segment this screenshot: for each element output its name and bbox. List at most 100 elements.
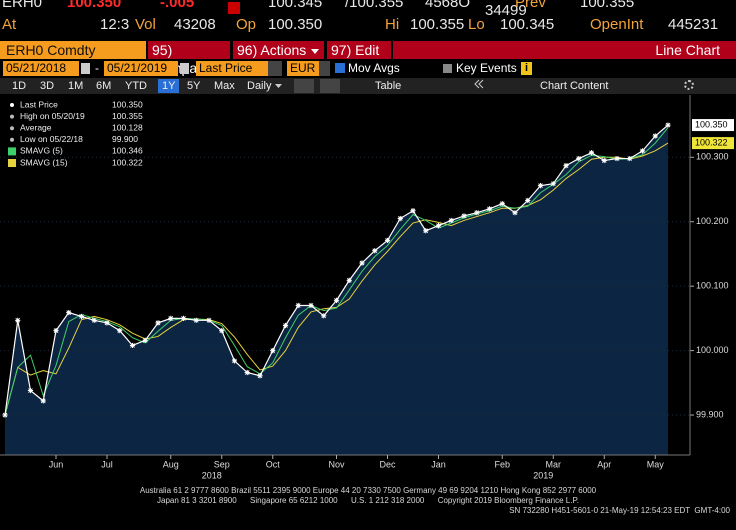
quote-item: 43208: [174, 16, 216, 33]
currency-select[interactable]: EUR: [287, 61, 319, 76]
label: 96) Actions: [237, 42, 307, 58]
price-marker: [512, 210, 518, 216]
price-marker: [104, 320, 110, 326]
price-marker: [372, 248, 378, 254]
price-marker: [423, 228, 429, 234]
x-tick-label: Sep: [214, 459, 230, 469]
chart-kind: Line Chart: [393, 41, 736, 59]
range-bar: [0, 78, 736, 94]
y-tick-label: 100.100: [696, 281, 729, 291]
x-tick-label: Jan: [431, 459, 446, 469]
legend-icon: [10, 126, 14, 131]
alert-icon[interactable]: [228, 2, 240, 14]
range-button[interactable]: 1Y: [158, 79, 180, 93]
price-marker: [117, 328, 123, 334]
legend-value: 99.900: [112, 134, 138, 144]
x-tick-label: Dec: [379, 459, 396, 469]
range-button[interactable]: Max: [214, 80, 235, 92]
price-marker: [270, 348, 276, 354]
dropdown-icon[interactable]: [319, 61, 330, 76]
quote-item: Prev: [515, 0, 546, 11]
price-marker: [91, 317, 97, 323]
price-marker: [53, 328, 59, 334]
quote-item: 34499: [485, 2, 527, 19]
range-button[interactable]: 1D: [12, 80, 27, 92]
price-marker: [614, 155, 620, 162]
range-button[interactable]: 1M: [68, 80, 84, 92]
quote-item: Hi: [385, 16, 400, 33]
settings-icon[interactable]: [684, 80, 694, 90]
price-marker: [588, 150, 595, 156]
legend-swatch: [8, 159, 16, 167]
x-group-label: 2018: [202, 470, 222, 480]
price-marker: [142, 337, 148, 343]
legend-label: Last Price: [20, 99, 58, 109]
end-label-box: [692, 137, 734, 150]
chart-content-button[interactable]: Chart Content: [540, 80, 609, 92]
legend-icon: [10, 114, 14, 119]
dropdown-icon[interactable]: [268, 61, 282, 76]
range-button[interactable]: YTD: [125, 80, 147, 92]
price-marker: [448, 217, 454, 224]
price-marker: [308, 302, 314, 309]
price-marker: [550, 181, 556, 187]
quote-item: 100.350: [67, 0, 122, 11]
collapse-icon[interactable]: [474, 79, 484, 92]
range-button[interactable]: 3D: [40, 80, 55, 92]
info-icon[interactable]: i: [521, 62, 532, 75]
price-area: [5, 125, 668, 456]
x-tick-label: May: [647, 459, 665, 469]
price-marker: [155, 320, 161, 326]
y-tick-label: 99.900: [696, 409, 724, 419]
price-marker: [219, 328, 225, 334]
chevrons: [474, 79, 484, 89]
y-tick-label: 100.300: [696, 152, 729, 162]
price-marker: [168, 315, 174, 321]
legend-label: Average: [20, 122, 52, 132]
label: Daily: [247, 80, 272, 92]
quote-item: 100.355: [580, 0, 635, 11]
key-events-label: Key Events: [456, 61, 517, 75]
x-tick-label: Nov: [328, 459, 345, 469]
quote-item: OpenInt: [590, 16, 644, 33]
quote-item: /100.355: [345, 0, 404, 11]
quote-item: 445231: [668, 16, 719, 33]
end-date[interactable]: 05/21/2019: [104, 61, 178, 76]
range-button[interactable]: 6M: [96, 80, 112, 92]
calendar-icon[interactable]: [180, 63, 189, 74]
price-marker: [525, 197, 531, 204]
periodicity-select[interactable]: Daily: [247, 79, 283, 93]
field-select[interactable]: Last Price: [196, 61, 268, 76]
quote-item: Lo: [468, 16, 485, 33]
price-marker: [66, 309, 72, 316]
mov-avgs-checkbox[interactable]: [335, 63, 345, 73]
legend-value: 100.350: [112, 99, 143, 109]
actions-button[interactable]: 96) Actions: [233, 41, 324, 59]
line-tool-icon[interactable]: [294, 79, 314, 93]
price-marker: [295, 302, 301, 309]
price-marker: [384, 237, 391, 244]
calendar-icon[interactable]: [81, 63, 90, 74]
price-marker: [576, 155, 582, 162]
price-marker: [397, 215, 403, 222]
compare-button[interactable]: 95) Compare: [148, 41, 230, 76]
start-date[interactable]: 05/21/2018: [3, 61, 79, 76]
legend-label: SMAVG (15): [20, 157, 68, 167]
price-marker: [78, 313, 85, 320]
draw-tool-icon[interactable]: [320, 79, 340, 93]
key-events-checkbox[interactable]: [443, 64, 452, 73]
legend-label: High on 05/20/19: [20, 111, 85, 121]
price-marker: [193, 317, 199, 323]
legend-value: 100.322: [112, 157, 143, 167]
x-tick-label: Jul: [101, 459, 113, 469]
security-field[interactable]: ERH0 Comdty: [0, 41, 146, 59]
series-line: [4, 127, 669, 416]
edit-button[interactable]: 97) Edit: [327, 41, 391, 72]
price-marker: [257, 373, 263, 379]
price-marker: [40, 398, 46, 404]
price-marker: [435, 222, 442, 229]
range-button[interactable]: 5Y: [187, 80, 201, 92]
y-tick-label: 100.000: [696, 345, 729, 355]
table-button[interactable]: Table: [375, 80, 402, 92]
